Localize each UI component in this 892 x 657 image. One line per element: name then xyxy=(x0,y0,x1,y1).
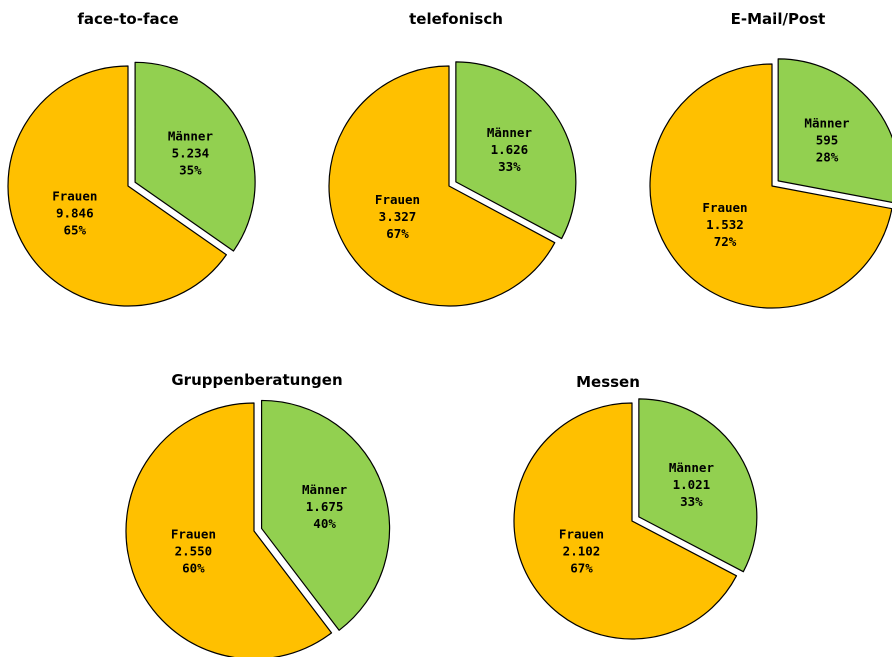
pie-chart-1: face-to-face Männer 5.234 35% Frauen 9.846 65% xyxy=(7,10,256,307)
slice-value-frauen: 3.327 xyxy=(379,209,417,224)
slice-value-frauen: 2.550 xyxy=(175,544,213,559)
slice-label-maenner: Männer xyxy=(487,125,533,140)
slice-maenner xyxy=(134,61,256,252)
slice-maenner xyxy=(638,398,758,573)
pie-chart-3: E-Mail/Post Männer 595 28% Frauen 1.532 72% xyxy=(649,10,892,309)
slice-maenner xyxy=(777,58,892,204)
slice-frauen xyxy=(513,402,738,640)
pie-chart-2: telefonisch Männer 1.626 33% Frauen 3.327 67% xyxy=(328,10,577,307)
slice-percent-frauen: 72% xyxy=(714,234,737,249)
slice-label-frauen: Frauen xyxy=(702,200,747,215)
slice-frauen xyxy=(125,402,333,657)
slice-percent-maenner: 33% xyxy=(498,159,521,174)
slice-frauen xyxy=(649,63,892,309)
slice-label-maenner: Männer xyxy=(804,115,850,130)
slice-label-maenner: Männer xyxy=(302,482,348,497)
slice-value-maenner: 1.626 xyxy=(491,142,529,157)
chart-title: Messen xyxy=(576,373,640,391)
slice-value-maenner: 595 xyxy=(816,132,839,147)
slice-value-frauen: 1.532 xyxy=(706,217,744,232)
slice-maenner xyxy=(455,61,577,240)
slice-label-maenner: Männer xyxy=(168,129,214,144)
slice-label-frauen: Frauen xyxy=(375,192,420,207)
slice-value-maenner: 1.675 xyxy=(306,499,344,514)
slice-percent-frauen: 60% xyxy=(182,561,205,576)
slice-percent-frauen: 67% xyxy=(570,561,593,576)
chart-title: E-Mail/Post xyxy=(731,10,826,28)
pie-chart-5: Messen Männer 1.021 33% Frauen 2.102 67% xyxy=(513,373,758,640)
slice-percent-maenner: 33% xyxy=(680,494,703,509)
slice-frauen xyxy=(328,65,556,307)
slice-value-frauen: 9.846 xyxy=(56,206,94,221)
slice-value-maenner: 5.234 xyxy=(172,146,210,161)
chart-title: Gruppenberatungen xyxy=(171,371,342,389)
chart-title: face-to-face xyxy=(77,10,178,28)
slice-value-maenner: 1.021 xyxy=(673,477,711,492)
slice-percent-maenner: 40% xyxy=(313,516,336,531)
slice-label-frauen: Frauen xyxy=(52,189,97,204)
slice-maenner xyxy=(260,399,391,631)
slice-value-frauen: 2.102 xyxy=(563,544,601,559)
slice-percent-maenner: 28% xyxy=(816,149,839,164)
slice-percent-frauen: 67% xyxy=(386,226,409,241)
slice-percent-frauen: 65% xyxy=(64,223,87,238)
chart-title: telefonisch xyxy=(409,10,503,28)
slice-label-frauen: Frauen xyxy=(559,527,604,542)
charts-root: face-to-face Männer 5.234 35% Frauen 9.846 65%… xyxy=(7,10,892,657)
slice-percent-maenner: 35% xyxy=(179,163,202,178)
slice-label-frauen: Frauen xyxy=(171,527,216,542)
slice-label-maenner: Männer xyxy=(669,460,715,475)
slice-frauen xyxy=(7,65,227,307)
pie-chart-4: Gruppenberatungen Männer 1.675 40% Frauen 2.5… xyxy=(125,371,391,657)
